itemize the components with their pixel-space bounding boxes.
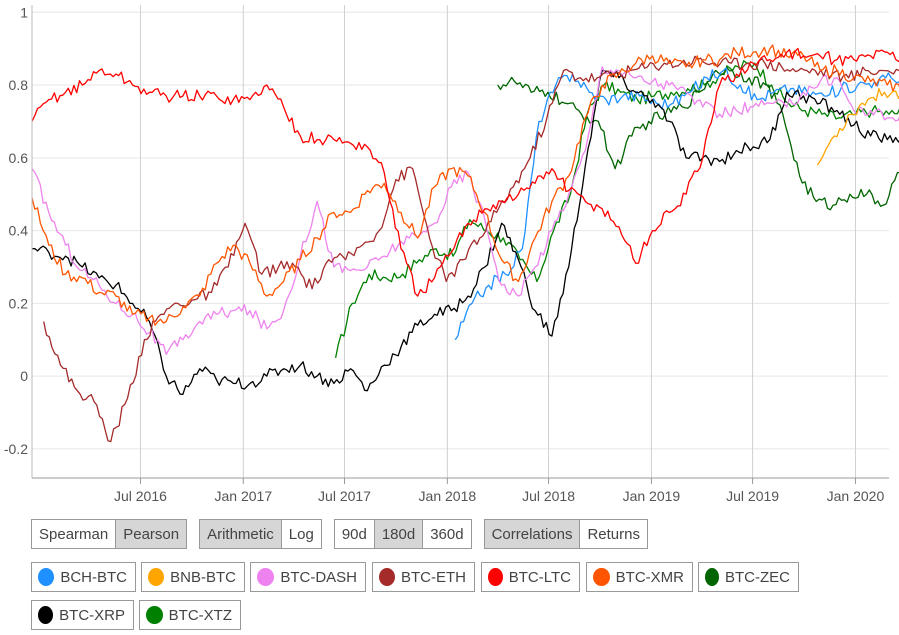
- legend-label: BTC-XMR: [615, 568, 684, 586]
- legend-swatch: [38, 568, 55, 586]
- series-line-bch-btc: [454, 67, 899, 341]
- x-tick-label: Jan 2020: [827, 488, 885, 504]
- legend-swatch: [705, 568, 719, 586]
- series-line-btc-ltc: [31, 47, 899, 297]
- chart-svg: 1 0.8 0.6 0.4 0.2 0 -0.2 Jul 2016 Jan 2017 Jul 20…: [4, 4, 899, 504]
- series-line-btc-zec: [497, 66, 899, 211]
- pearson-button[interactable]: Pearson: [115, 519, 188, 549]
- correlations-button[interactable]: Correlations: [483, 519, 580, 549]
- legend-swatch: [148, 568, 165, 586]
- window-toggle: 90d 180d 360d: [333, 519, 472, 549]
- legend-item-btc-xrp[interactable]: BTC-XRP: [31, 600, 134, 630]
- legend-item-btc-xmr[interactable]: BTC-XMR: [586, 562, 693, 592]
- legend-item-btc-eth[interactable]: BTC-ETH: [372, 562, 475, 592]
- y-tick-label: 0.4: [9, 223, 29, 239]
- y-tick-label: 0.2: [9, 295, 29, 311]
- method-toggle: Spearman Pearson: [31, 519, 188, 549]
- legend-swatch: [257, 568, 275, 586]
- window-90d-button[interactable]: 90d: [333, 519, 374, 549]
- legend-swatch: [379, 568, 395, 586]
- series-lines: [31, 44, 899, 443]
- legend-item-btc-xtz[interactable]: BTC-XTZ: [139, 600, 241, 630]
- legend-swatch: [593, 568, 610, 586]
- spearman-button[interactable]: Spearman: [31, 519, 116, 549]
- legend-swatch: [488, 568, 503, 586]
- legend-label: BTC-LTC: [508, 568, 571, 586]
- legend-item-bnb-btc[interactable]: BNB-BTC: [141, 562, 245, 592]
- y-tick-label: 1: [20, 4, 28, 20]
- y-tick-label: 0: [20, 368, 28, 384]
- view-toggle: Correlations Returns: [483, 519, 648, 549]
- legend-label: BTC-ZEC: [725, 568, 790, 586]
- x-tick-label: Jul 2017: [318, 488, 371, 504]
- x-tick-label: Jul 2018: [522, 488, 575, 504]
- legend-item-btc-ltc[interactable]: BTC-LTC: [481, 562, 580, 592]
- returns-button[interactable]: Returns: [579, 519, 648, 549]
- scale-toggle: Arithmetic Log: [199, 519, 322, 549]
- series-line-btc-xrp: [31, 69, 899, 395]
- legend-label: BTC-XRP: [59, 606, 125, 624]
- legend-swatch: [38, 606, 54, 624]
- series-line-btc-eth: [43, 55, 899, 443]
- correlation-chart: 1 0.8 0.6 0.4 0.2 0 -0.2 Jul 2016 Jan 2017 Jul 20…: [4, 4, 899, 504]
- legend-label: BCH-BTC: [60, 568, 127, 586]
- log-button[interactable]: Log: [280, 519, 322, 549]
- series-line-btc-dash: [31, 66, 899, 355]
- arithmetic-button[interactable]: Arithmetic: [199, 519, 281, 549]
- legend-label: BTC-DASH: [280, 568, 357, 586]
- legend-item-btc-zec[interactable]: BTC-ZEC: [698, 562, 799, 592]
- x-tick-label: Jul 2019: [726, 488, 779, 504]
- x-tick-label: Jan 2019: [623, 488, 681, 504]
- legend-item-bch-btc[interactable]: BCH-BTC: [31, 562, 136, 592]
- legend-label: BTC-ETH: [401, 568, 466, 586]
- chart-controls: Spearman Pearson Arithmetic Log 90d 180d…: [31, 519, 660, 549]
- y-tick-label: 0.6: [9, 150, 29, 166]
- window-360d-button[interactable]: 360d: [422, 519, 472, 549]
- legend-label: BTC-XTZ: [168, 606, 232, 624]
- legend-label: BNB-BTC: [170, 568, 236, 586]
- legend-swatch: [146, 606, 163, 624]
- x-tick-label: Jan 2018: [419, 488, 477, 504]
- legend-item-btc-dash[interactable]: BTC-DASH: [250, 562, 366, 592]
- y-tick-label: -0.2: [4, 441, 28, 457]
- series-line-btc-xtz: [334, 60, 899, 359]
- x-tick-label: Jan 2017: [215, 488, 273, 504]
- series-line-btc-xmr: [31, 44, 899, 326]
- y-tick-label: 0.8: [9, 77, 29, 93]
- series-line-bnb-btc: [816, 88, 899, 166]
- axes: 1 0.8 0.6 0.4 0.2 0 -0.2 Jul 2016 Jan 2017 Jul 20…: [4, 4, 889, 504]
- grid: [32, 5, 889, 478]
- x-tick-label: Jul 2016: [114, 488, 167, 504]
- window-180d-button[interactable]: 180d: [373, 519, 423, 549]
